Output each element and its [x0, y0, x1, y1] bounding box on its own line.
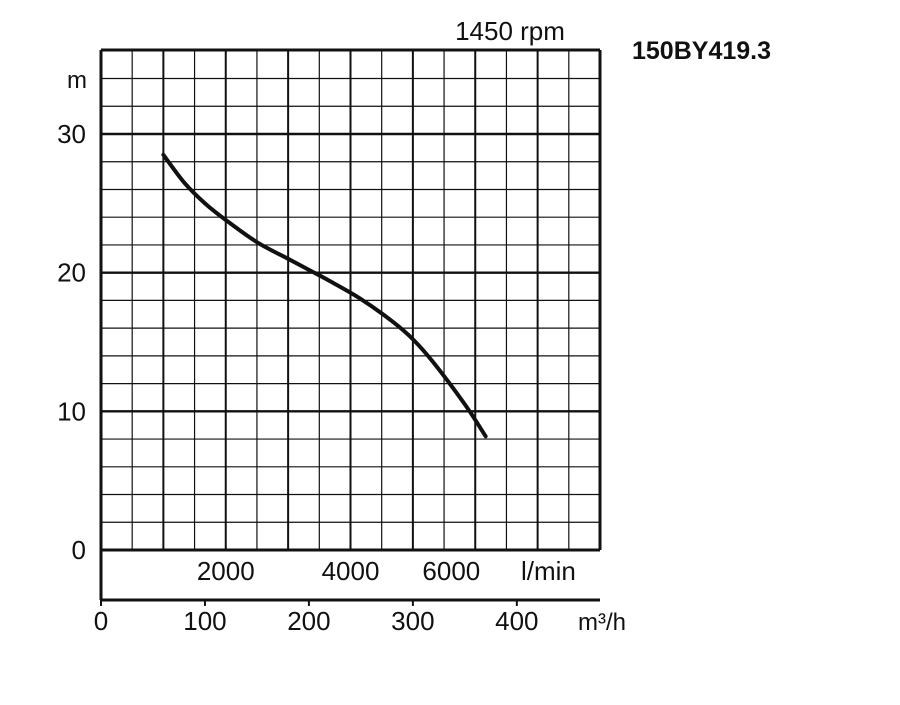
x-tick-label-m3h: 100 [183, 606, 226, 636]
x-tick-label-lmin: 6000 [422, 556, 480, 586]
curve-layer [161, 152, 488, 439]
model-label: 150BY419.3 [632, 37, 771, 65]
x-tick-label-m3h: 200 [287, 606, 330, 636]
y-tick-label: 0 [72, 535, 86, 565]
grid [101, 50, 600, 552]
y-tick-label: 20 [57, 258, 86, 288]
x-tick-label-m3h: 0 [94, 606, 108, 636]
x-tick-label-m3h: 400 [495, 606, 538, 636]
x-axis-unit-lmin: l/min [521, 556, 576, 586]
x-tick-label-m3h: 300 [391, 606, 434, 636]
x-tick-label-lmin: 4000 [322, 556, 380, 586]
labels: 1450 rpm 150BY419.3 m l/min m³/h 0 10 20 30… [57, 16, 771, 636]
y-tick-label: 30 [57, 119, 86, 149]
speed-label: 1450 rpm [455, 16, 565, 46]
plot-frame [99, 48, 602, 606]
x-axis-unit-m3h: m³/h [578, 609, 626, 636]
head-curve [161, 152, 488, 439]
y-axis-unit: m [67, 67, 87, 94]
y-tick-label: 10 [57, 396, 86, 426]
x-tick-label-lmin: 2000 [197, 556, 255, 586]
